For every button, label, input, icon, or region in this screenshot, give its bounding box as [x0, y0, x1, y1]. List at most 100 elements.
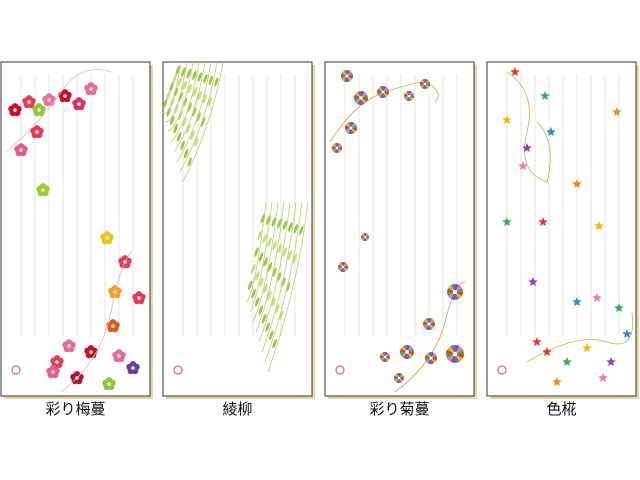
mum-petal [425, 81, 430, 84]
mum-petal [455, 349, 464, 354]
petal [30, 127, 37, 135]
vine [170, 61, 200, 143]
willow-leaf [186, 123, 191, 134]
mum-petal [351, 125, 357, 128]
mum-petal [406, 91, 409, 96]
vine [173, 61, 206, 153]
mum-petal [455, 292, 459, 300]
mum-center [335, 146, 339, 150]
flower-center [47, 98, 51, 102]
willow-leaf [265, 322, 270, 332]
maple-leaf [594, 221, 604, 230]
mum-petal [332, 145, 337, 148]
vine [255, 201, 285, 333]
mum-petal [429, 318, 435, 324]
flower-center [51, 370, 55, 374]
petal [72, 99, 79, 107]
letter-card [486, 61, 639, 399]
maple-leaf [528, 277, 538, 286]
willow-leaf [169, 82, 174, 92]
mum-petal [343, 262, 348, 267]
mum-petal [377, 86, 383, 92]
mum-petal [420, 84, 425, 89]
willow-leaf [263, 257, 268, 267]
petal [32, 105, 39, 113]
mum-petal [425, 358, 431, 361]
mum-petal [361, 233, 365, 237]
vine [329, 81, 439, 143]
mum-petal [407, 352, 411, 359]
willow-leaf [254, 297, 260, 307]
mum-petal [451, 284, 455, 292]
vine [5, 69, 112, 153]
willow-leaf [272, 267, 277, 277]
mum-center [381, 90, 385, 94]
petal [84, 347, 91, 355]
mum-petal [347, 73, 353, 76]
mum-petal [409, 91, 414, 96]
mum-petal [341, 76, 347, 79]
mum-petal [354, 94, 361, 98]
petal [126, 363, 133, 371]
willow-leaf [186, 68, 192, 79]
vine [258, 201, 291, 343]
maple-leaf [572, 297, 582, 306]
mum-petal [380, 357, 385, 362]
willow-leaf [197, 90, 202, 101]
willow-leaf [166, 107, 171, 117]
letter-card [0, 61, 153, 399]
mum-petal [431, 358, 437, 364]
mum-petal [447, 292, 455, 296]
mum-petal [361, 91, 368, 98]
willow-leaf [288, 222, 293, 232]
mum-petal [422, 79, 425, 84]
mum-petal [446, 349, 455, 354]
mum-center [345, 74, 349, 78]
mum-petal [455, 292, 463, 296]
mum-petal [420, 79, 425, 84]
mum-center [341, 265, 345, 269]
willow-leaf [182, 80, 187, 91]
mum-petal [365, 237, 369, 239]
willow-leaf [194, 137, 199, 147]
maple-leaf [598, 373, 608, 382]
willow-leaf [214, 77, 219, 87]
mum-petal [431, 355, 437, 358]
mum-petal [455, 354, 464, 359]
willow-leaf [258, 252, 264, 262]
willow-leaf [166, 90, 171, 101]
willow-leaf [277, 218, 282, 229]
mum-petal [361, 94, 368, 98]
logo [497, 365, 507, 375]
mum-petal [385, 357, 390, 362]
mum-center [397, 376, 401, 380]
mum-petal [341, 73, 347, 76]
willow-leaf [271, 217, 277, 227]
petal [108, 287, 115, 295]
logo [335, 365, 345, 375]
maple-leaf [552, 377, 562, 386]
mum-petal [383, 86, 386, 92]
mum-petal [429, 324, 435, 330]
mum-petal [431, 358, 434, 364]
mum-petal [351, 122, 354, 128]
mum-petal [455, 292, 462, 299]
petal [46, 367, 53, 375]
mum-center [423, 82, 427, 86]
willow-leaf [262, 233, 267, 244]
mum-petal [409, 96, 414, 101]
mum-petal [357, 91, 361, 98]
mum-petal [394, 378, 399, 383]
willow-leaf [169, 115, 175, 126]
mum-petal [347, 76, 350, 82]
vine [182, 61, 224, 183]
vine [261, 201, 297, 353]
mum-petal [363, 237, 365, 241]
willow-leaf [181, 67, 186, 77]
willow-leaf [176, 132, 182, 142]
willow-leaf [271, 297, 276, 307]
flower-center [13, 108, 17, 112]
mum-petal [394, 375, 399, 378]
flower-center [111, 324, 115, 328]
